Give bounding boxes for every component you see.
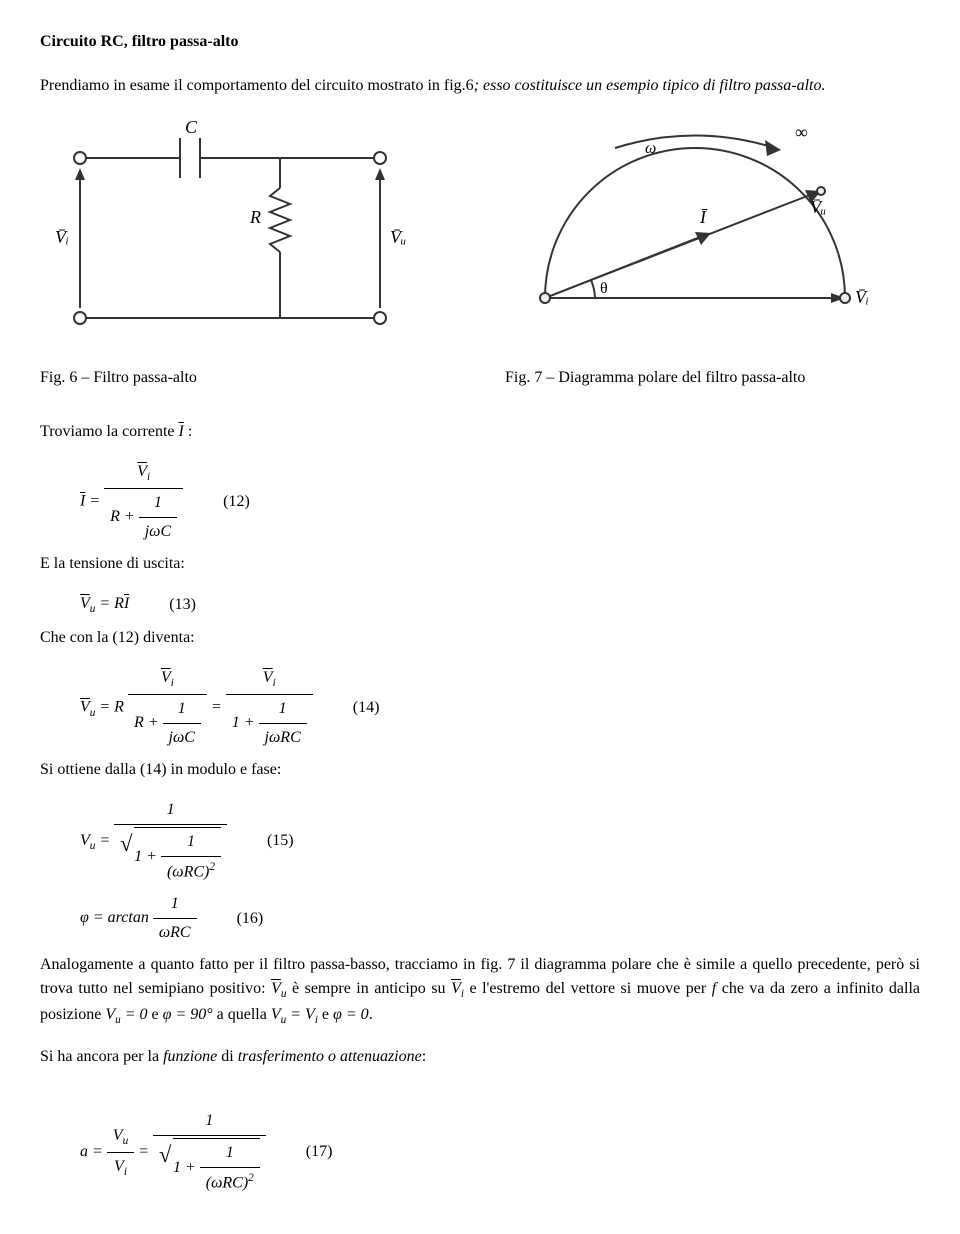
equation-16: φ = arctan 1 ωRC (16) — [80, 892, 920, 945]
fig7-vu: V̄ᵤ — [810, 197, 826, 217]
eq16-num: (16) — [237, 907, 264, 931]
equation-12: I = Vi R + 1jωC (12) — [80, 460, 920, 544]
figure-7-box: ω ∞ Ī V̄ᵤ V̄ᵢ θ — [505, 118, 920, 356]
fig7-i: Ī — [699, 207, 708, 227]
fig6-c-label: C — [185, 118, 198, 137]
intro-text-2: ; esso costituisce un esempio tipico di — [474, 77, 720, 94]
eq12-num: (12) — [223, 490, 250, 514]
fig7-vi: V̄ᵢ — [855, 287, 869, 307]
figure-7-caption: Fig. 7 – Diagramma polare del filtro pas… — [505, 366, 920, 390]
document-title: Circuito RC, filtro passa-alto — [40, 30, 920, 54]
eq17-num: (17) — [306, 1140, 333, 1164]
ana9: a quella — [213, 1006, 271, 1023]
captions-row: Fig. 6 – Filtro passa-alto Fig. 7 – Diag… — [40, 366, 920, 390]
colon: : — [184, 423, 192, 440]
equation-15: Vu = 1 1 + 1(ωRC)2 (15) — [80, 798, 920, 884]
figure-6-caption: Fig. 6 – Filtro passa-alto — [40, 366, 455, 390]
ana5: e l'estremo del vettore si muove per — [464, 980, 712, 997]
text-funzione: Si ha ancora per la funzione di trasferi… — [40, 1045, 920, 1069]
intro-text-1: Prendiamo in esame il comportamento del … — [40, 77, 474, 94]
figure-6-circuit: V̄ᵢ C R V̄ᵤ — [40, 118, 420, 348]
sym-vi-inline: Vi — [451, 980, 464, 997]
vuvi: Vu = Vi — [271, 1006, 318, 1023]
ana1: Analogamente a quanto fatto per il filtr… — [40, 956, 507, 973]
fig7-theta: θ — [600, 280, 608, 297]
figure-7-polar: ω ∞ Ī V̄ᵤ V̄ᵢ θ — [505, 118, 905, 348]
phi90: φ = 90° — [163, 1006, 213, 1023]
ana11: . — [369, 1006, 373, 1023]
vu0: Vu = 0 — [105, 1006, 147, 1023]
phi0: φ = 0 — [333, 1006, 369, 1023]
fun5: : — [422, 1048, 426, 1065]
figures-container: V̄ᵢ C R V̄ᵤ — [40, 118, 920, 356]
ana4: è sempre in anticipo su — [286, 980, 451, 997]
equation-17: a = Vu Vi = 1 1 + 1(ωRC)2 (17) — [80, 1109, 920, 1195]
text-diventa: Che con la (12) diventa: — [40, 626, 920, 650]
text-uscita: E la tensione di uscita: — [40, 552, 920, 576]
fig7-infty: ∞ — [795, 122, 808, 142]
eq14-num: (14) — [353, 696, 380, 720]
equation-13: Vu = RI (13) — [80, 592, 920, 618]
equation-14: Vu = R Vi R + 1jωC = Vi 1 + 1jωRC (14) — [80, 666, 920, 750]
intro-text-3: filtro passa-alto. — [719, 77, 825, 94]
corrente-label: Troviamo la corrente — [40, 423, 178, 440]
text-modulo: Si ottiene dalla (14) in modulo e fase: — [40, 758, 920, 782]
fig7-omega: ω — [645, 140, 656, 157]
intro-paragraph: Prendiamo in esame il comportamento del … — [40, 74, 920, 98]
fun1: Si ha ancora per la — [40, 1048, 163, 1065]
ana8: e — [148, 1006, 163, 1023]
fun3: di — [217, 1048, 237, 1065]
fun4: trasferimento o attenuazione — [238, 1048, 422, 1065]
fig6-r-label: R — [249, 207, 261, 227]
eq15-num: (15) — [267, 829, 294, 853]
fig6-vi-label: V̄ᵢ — [55, 227, 69, 247]
figure-6-box: V̄ᵢ C R V̄ᵤ — [40, 118, 455, 356]
text-analogo: Analogamente a quanto fatto per il filtr… — [40, 953, 920, 1029]
fun2: funzione — [163, 1048, 217, 1065]
eq13-num: (13) — [169, 593, 196, 617]
fig6-vu-label: V̄ᵤ — [390, 227, 406, 247]
text-corrente: Troviamo la corrente I : — [40, 420, 920, 444]
sym-vu-inline: Vu — [271, 980, 286, 997]
ana10: e — [318, 1006, 333, 1023]
